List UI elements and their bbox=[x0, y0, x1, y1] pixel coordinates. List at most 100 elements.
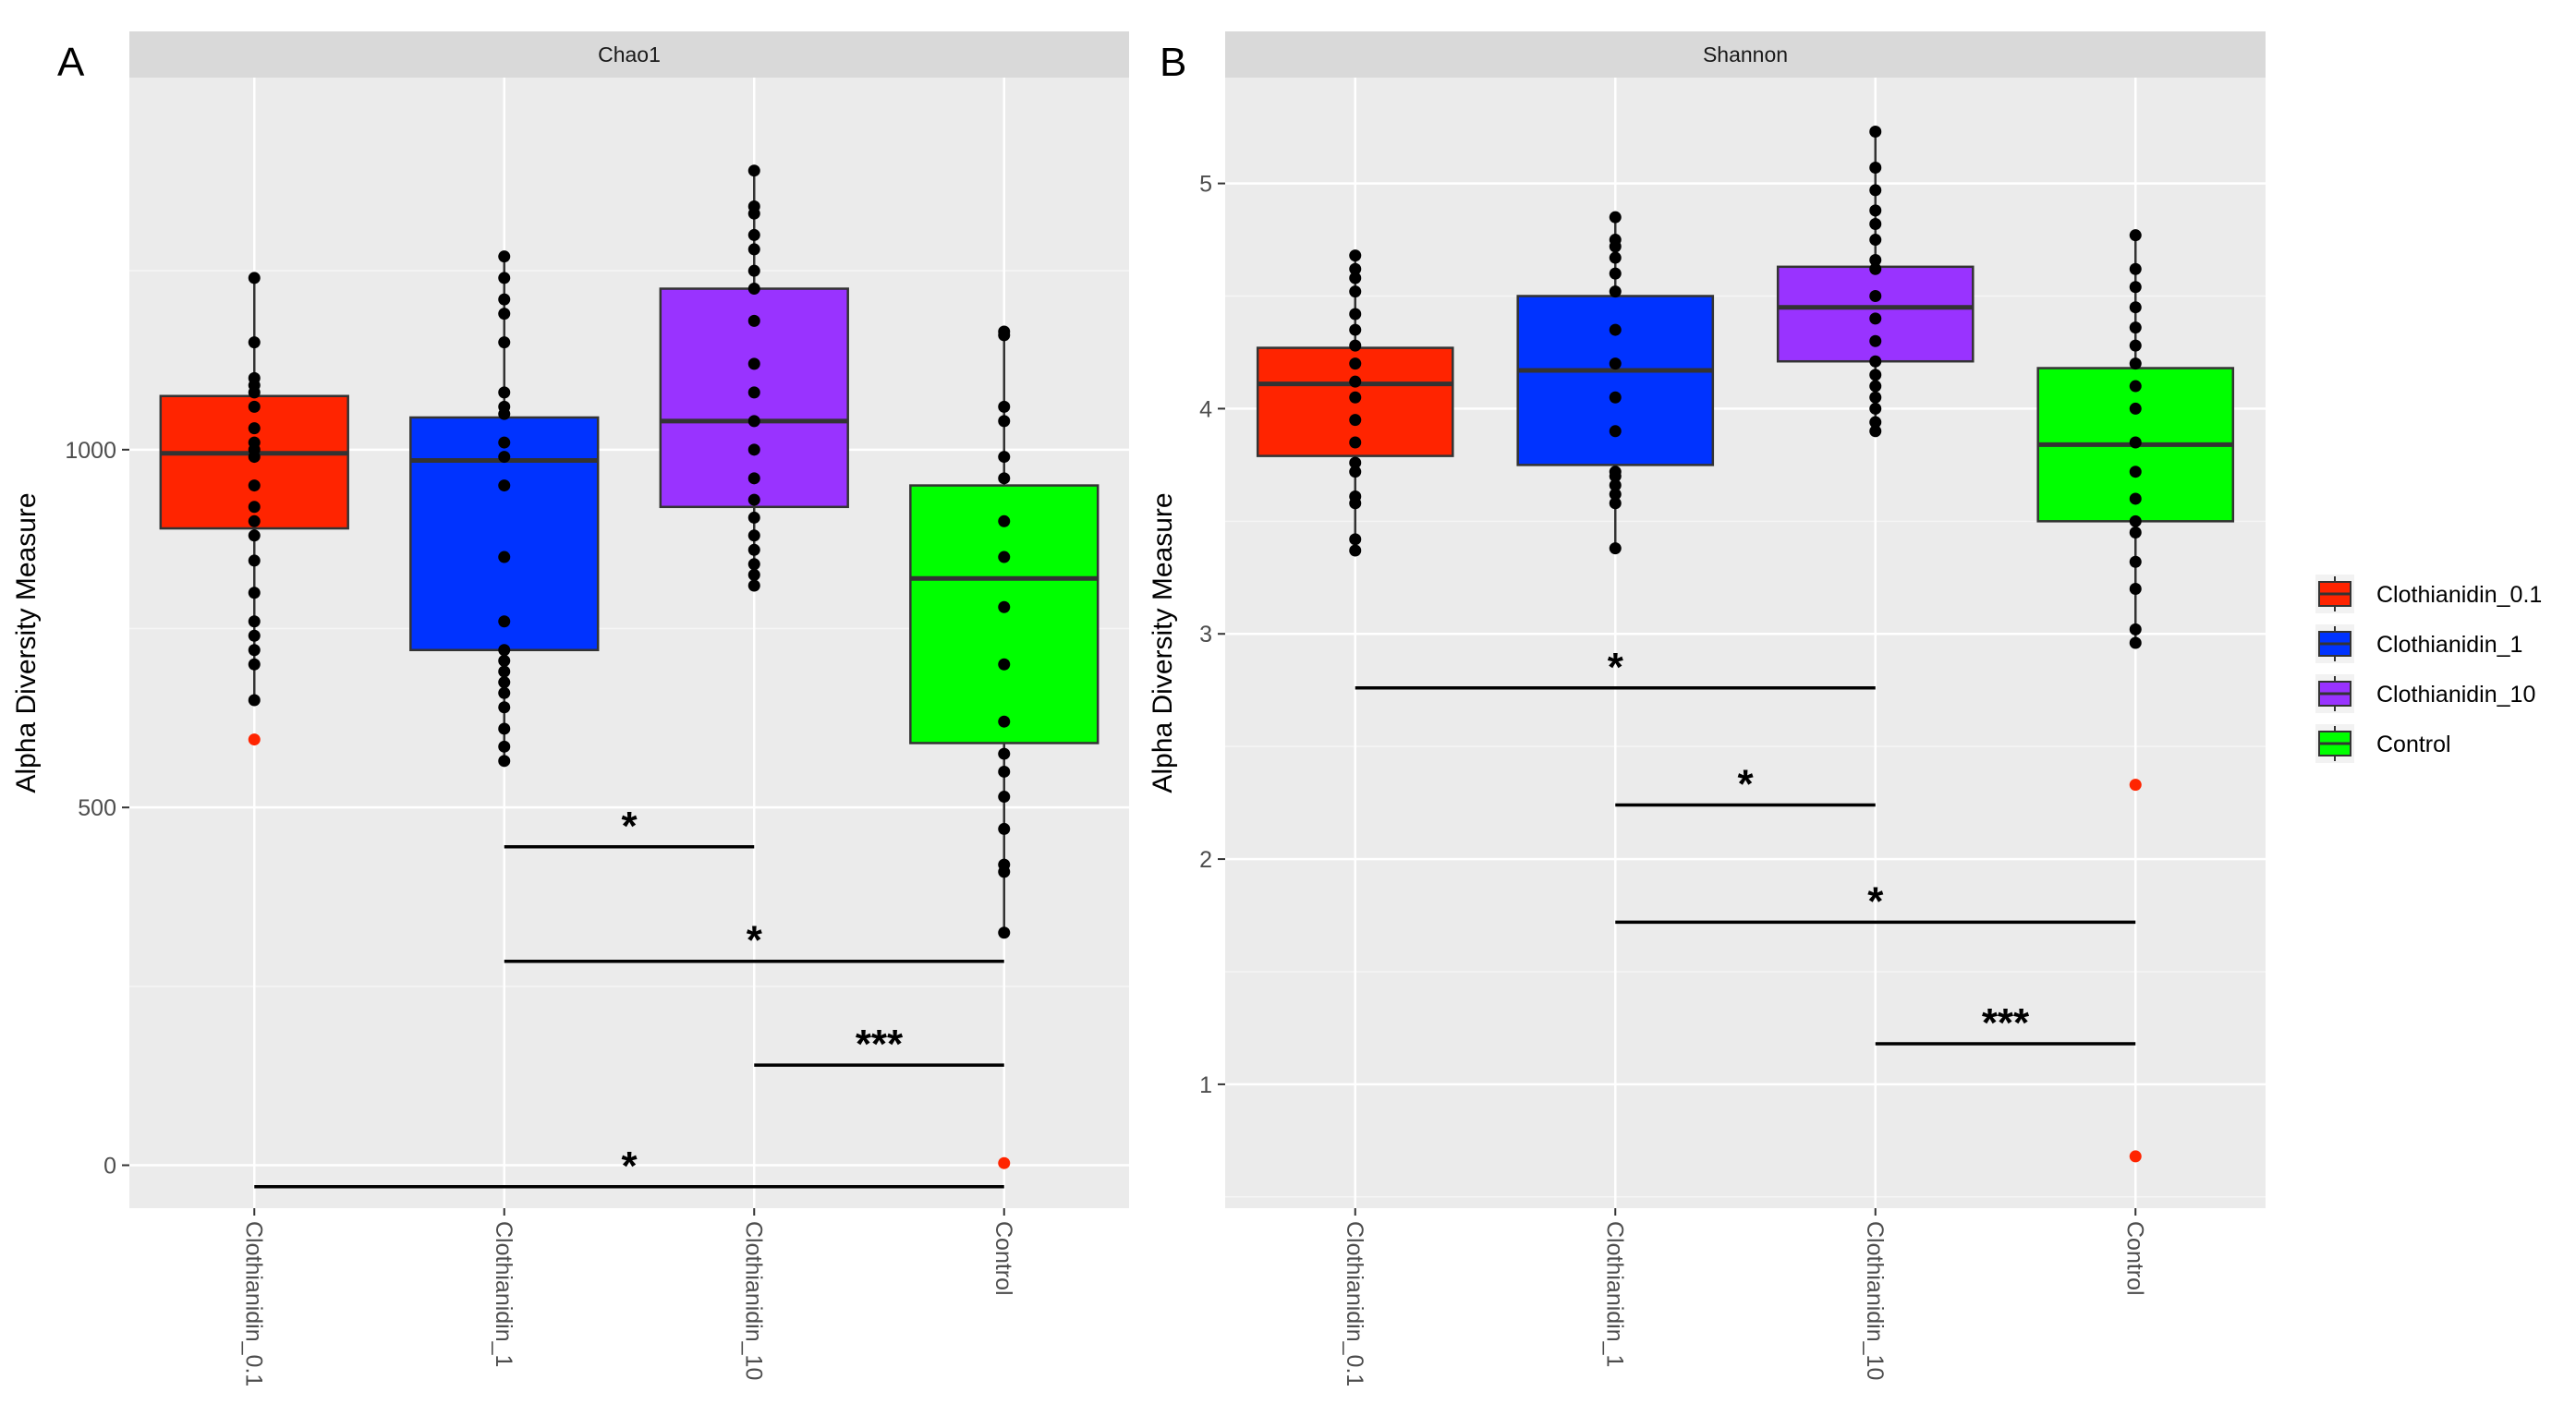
box-control bbox=[909, 325, 1100, 1169]
x-tick-label: Clothianidin_0.1 bbox=[1342, 1221, 1367, 1386]
data-point bbox=[2129, 357, 2142, 370]
data-point bbox=[498, 272, 511, 284]
data-point bbox=[998, 858, 1011, 871]
data-point bbox=[248, 629, 261, 642]
data-point bbox=[2129, 281, 2142, 294]
data-point bbox=[1609, 425, 1622, 438]
data-point bbox=[1349, 436, 1362, 449]
facet-title: Shannon bbox=[1703, 42, 1788, 67]
box-clothianidin-10 bbox=[1776, 126, 1975, 438]
data-point bbox=[248, 479, 261, 492]
outlier-point bbox=[998, 1156, 1011, 1169]
data-point bbox=[248, 501, 261, 514]
data-point bbox=[498, 686, 511, 699]
data-point bbox=[248, 514, 261, 527]
data-point bbox=[248, 436, 261, 449]
data-point bbox=[747, 543, 760, 556]
y-tick-label: 5 bbox=[1199, 172, 1212, 198]
outlier-point bbox=[2129, 779, 2142, 792]
data-point bbox=[1349, 490, 1362, 503]
x-tick-label: Clothianidin_0.1 bbox=[240, 1221, 266, 1386]
data-point bbox=[1869, 312, 1882, 325]
data-point bbox=[248, 694, 261, 707]
data-point bbox=[248, 615, 261, 628]
outlier-point bbox=[248, 733, 261, 746]
data-point bbox=[248, 529, 261, 542]
data-point bbox=[1869, 184, 1882, 197]
significance-label: * bbox=[747, 918, 763, 963]
data-point bbox=[1609, 497, 1622, 510]
data-point bbox=[248, 587, 261, 599]
data-point bbox=[498, 386, 511, 399]
y-tick-label: 2 bbox=[1199, 847, 1212, 873]
data-point bbox=[2129, 339, 2142, 352]
panel-b: B Shannon 1 2 3 4 5 Alpha Diversity Measure Clot… bbox=[1148, 31, 2266, 1386]
data-point bbox=[1349, 249, 1362, 262]
data-point bbox=[998, 747, 1011, 760]
x-tick-label: Control bbox=[990, 1221, 1016, 1296]
data-point bbox=[1609, 391, 1622, 404]
data-point bbox=[2129, 514, 2142, 527]
data-point bbox=[1349, 544, 1362, 557]
data-point bbox=[1869, 402, 1882, 415]
data-point bbox=[998, 822, 1011, 835]
box-control bbox=[2036, 229, 2235, 1163]
data-point bbox=[1349, 466, 1362, 478]
data-point bbox=[747, 443, 760, 456]
data-point bbox=[747, 493, 760, 506]
data-point bbox=[1869, 380, 1882, 393]
box-iqr bbox=[1516, 295, 1715, 466]
data-point bbox=[1349, 272, 1362, 284]
data-point bbox=[2129, 555, 2142, 568]
data-point bbox=[747, 200, 760, 212]
data-point bbox=[1609, 542, 1622, 555]
data-point bbox=[498, 479, 511, 492]
data-point bbox=[248, 336, 261, 349]
y-tick-label: 3 bbox=[1199, 622, 1212, 647]
y-tick-label: 0 bbox=[103, 1154, 116, 1180]
data-point bbox=[248, 272, 261, 284]
data-point bbox=[747, 264, 760, 277]
data-point bbox=[498, 615, 511, 628]
data-point bbox=[498, 451, 511, 464]
y-axis-label: Alpha Diversity Measure bbox=[11, 492, 42, 793]
data-point bbox=[1869, 262, 1882, 275]
data-point bbox=[1609, 488, 1622, 501]
data-point bbox=[498, 740, 511, 753]
significance-label: *** bbox=[856, 1022, 904, 1067]
panel-label: A bbox=[57, 40, 85, 85]
data-point bbox=[248, 371, 261, 384]
data-point bbox=[498, 722, 511, 735]
y-tick-label: 4 bbox=[1199, 396, 1212, 422]
data-point bbox=[2129, 321, 2142, 334]
data-point bbox=[998, 926, 1011, 939]
data-point bbox=[1609, 323, 1622, 336]
data-point bbox=[498, 293, 511, 306]
data-point bbox=[998, 472, 1011, 485]
data-point bbox=[998, 551, 1011, 563]
data-point bbox=[1869, 416, 1882, 429]
data-point bbox=[498, 551, 511, 563]
facet-title: Chao1 bbox=[598, 42, 661, 67]
data-point bbox=[2129, 582, 2142, 595]
box-clothianidin-0-1 bbox=[159, 272, 349, 746]
data-point bbox=[1349, 414, 1362, 427]
data-point bbox=[1609, 234, 1622, 247]
data-point bbox=[248, 422, 261, 435]
data-point bbox=[2129, 623, 2142, 635]
data-point bbox=[2129, 492, 2142, 505]
data-point bbox=[248, 644, 261, 657]
data-point bbox=[1609, 466, 1622, 478]
data-point bbox=[2129, 636, 2142, 649]
data-point bbox=[747, 386, 760, 399]
significance-label: * bbox=[1867, 878, 1884, 924]
data-point bbox=[2129, 229, 2142, 242]
legend-label: Clothianidin_1 bbox=[2376, 632, 2522, 658]
data-point bbox=[498, 676, 511, 689]
data-point bbox=[1609, 267, 1622, 280]
y-tick-label: 1000 bbox=[65, 438, 116, 464]
data-point bbox=[998, 514, 1011, 527]
data-point bbox=[1349, 262, 1362, 275]
data-point bbox=[498, 250, 511, 263]
data-point bbox=[248, 400, 261, 413]
